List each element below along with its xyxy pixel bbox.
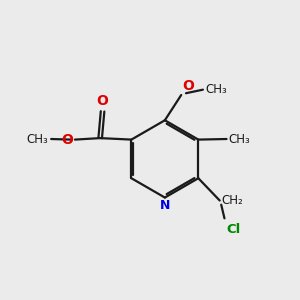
- Text: O: O: [97, 94, 109, 108]
- Text: CH₃: CH₃: [228, 133, 250, 146]
- Text: N: N: [160, 199, 170, 212]
- Text: CH₂: CH₂: [221, 194, 243, 207]
- Text: CH₃: CH₃: [205, 83, 227, 96]
- Text: Cl: Cl: [226, 224, 241, 236]
- Text: O: O: [61, 133, 74, 147]
- Text: CH₃: CH₃: [26, 133, 48, 146]
- Text: O: O: [182, 79, 194, 93]
